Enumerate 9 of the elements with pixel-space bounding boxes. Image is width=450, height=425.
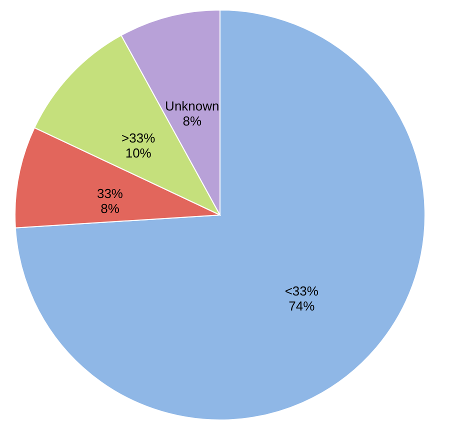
data-label: 74% <box>288 298 316 314</box>
slice-label: 33% <box>96 186 124 202</box>
slice-label: Unknown <box>165 98 220 114</box>
data-label: 8% <box>182 114 202 129</box>
data-label: 10% <box>125 145 152 160</box>
data-label: 8% <box>100 201 120 216</box>
pie-slice <box>14 10 426 420</box>
slice-label: <33% <box>284 284 319 299</box>
slice-label: >33% <box>122 130 156 146</box>
